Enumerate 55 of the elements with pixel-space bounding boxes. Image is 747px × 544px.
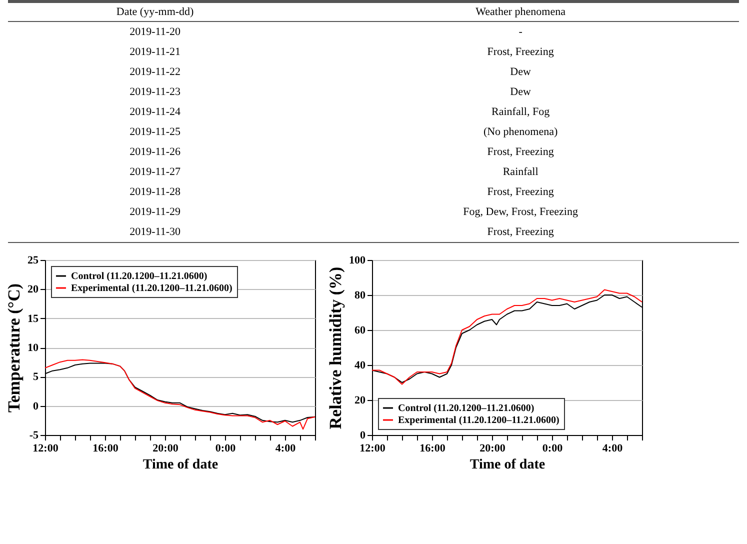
- text: 2019-11-27: [128, 165, 182, 180]
- x-tick-label: 12:00: [360, 442, 386, 454]
- x-tick-label: 0:00: [215, 442, 236, 454]
- y-tick-label: 5: [33, 371, 39, 384]
- text: 2019-11-21: [128, 45, 182, 60]
- text: Dew: [509, 65, 532, 80]
- text: 2019-11-28: [128, 185, 182, 200]
- text: 2019-11-26: [128, 145, 182, 160]
- y-tick-label: 10: [28, 342, 39, 354]
- text: 2019-11-23: [128, 85, 182, 100]
- x-tick-label: 20:00: [152, 442, 179, 454]
- text: Frost, Freezing: [486, 45, 555, 60]
- text: 2019-11-20: [128, 25, 182, 40]
- text: -: [518, 25, 524, 40]
- y-tick-label: 20: [354, 394, 366, 406]
- y-axis-title: Relative humidity (%): [326, 266, 345, 430]
- legend-label: Control (11.20.1200–11.21.0600): [71, 271, 208, 282]
- text: (No phenomena): [482, 125, 559, 140]
- text: 2019-11-29: [128, 205, 182, 220]
- text: Frost, Freezing: [302, 222, 739, 242]
- text: Dew: [509, 85, 532, 100]
- text: Weather phenomena: [302, 2, 739, 22]
- y-tick-label: 15: [28, 312, 39, 325]
- y-tick-label: 40: [354, 360, 366, 372]
- x-tick-label: 4:00: [602, 442, 624, 454]
- y-tick-label: -5: [29, 430, 39, 442]
- legend-label: Experimental (11.20.1200–11.21.0600): [398, 415, 560, 426]
- text: 2019-11-24: [128, 105, 182, 120]
- text: Date (yy-mm-dd): [8, 2, 302, 22]
- x-tick-label: 20:00: [480, 442, 506, 454]
- text: Rainfall: [502, 165, 540, 180]
- x-axis-title: Time of date: [142, 458, 218, 472]
- y-tick-label: 100: [349, 254, 366, 266]
- x-tick-label: 12:00: [32, 442, 59, 454]
- y-tick-label: 20: [28, 284, 39, 296]
- x-tick-label: 16:00: [420, 442, 446, 454]
- x-axis-title: Time of date: [470, 458, 546, 472]
- text: Frost, Freezing: [486, 145, 555, 160]
- x-tick-label: 16:00: [92, 442, 119, 454]
- y-tick-label: 80: [354, 290, 366, 302]
- y-tick-label: 25: [28, 254, 39, 266]
- text: Frost, Freezing: [486, 185, 555, 200]
- text: 2019-11-25: [128, 125, 182, 140]
- text: Fog, Dew, Frost, Freezing: [462, 205, 579, 220]
- text: Rainfall, Fog: [490, 105, 551, 120]
- legend-label: Experimental (11.20.1200–11.21.0600): [71, 283, 232, 294]
- legend-label: Control (11.20.1200–11.21.0600): [398, 403, 534, 414]
- text: 2019-11-30: [8, 222, 302, 242]
- y-tick-label: 0: [360, 430, 366, 442]
- y-tick-label: 0: [33, 400, 39, 412]
- text: 2019-11-22: [128, 65, 182, 80]
- y-tick-label: 60: [354, 324, 366, 336]
- x-tick-label: 4:00: [275, 442, 296, 454]
- x-tick-label: 0:00: [542, 442, 564, 454]
- y-axis-title: Temperature (°C): [4, 283, 24, 413]
